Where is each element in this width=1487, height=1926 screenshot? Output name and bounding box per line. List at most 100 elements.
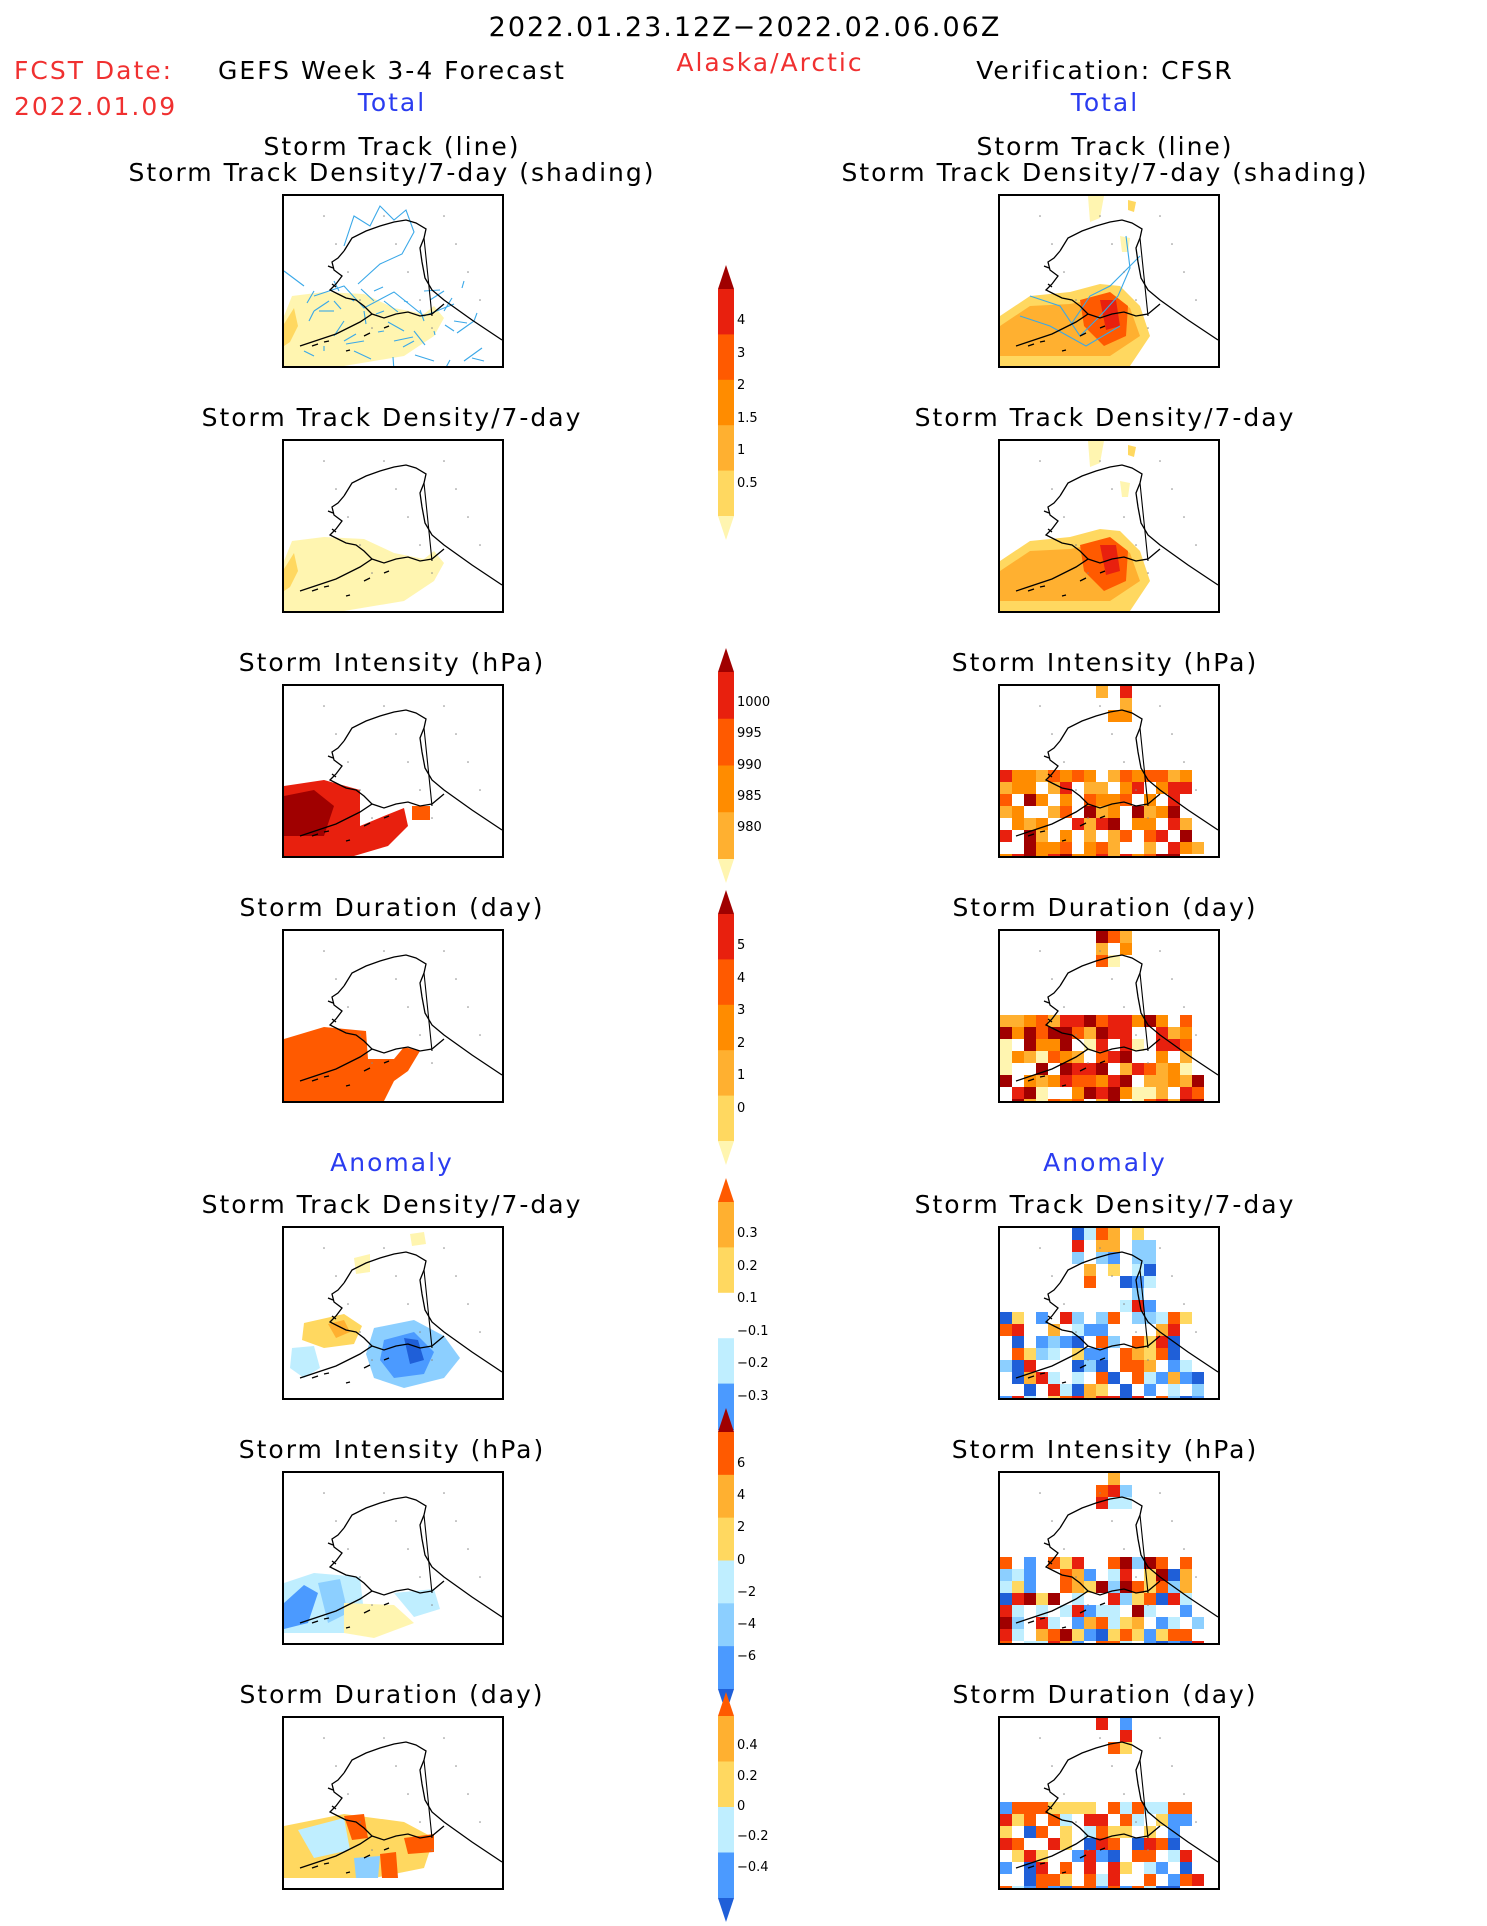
grid-dot — [455, 978, 457, 980]
shaded-cell — [1000, 1348, 1012, 1360]
shaded-cell — [1132, 1312, 1144, 1324]
shaded-cell — [1192, 1641, 1204, 1643]
grid-dot — [395, 1765, 397, 1767]
shaded-cell — [1120, 698, 1132, 710]
storm-track — [360, 288, 375, 302]
island — [363, 1609, 371, 1614]
grid-dot — [1123, 1548, 1125, 1550]
shaded-cell — [412, 806, 430, 820]
shaded-cell — [1180, 818, 1192, 830]
shaded-cell — [1096, 1874, 1108, 1886]
right-duration-title: Storm Duration (day) — [952, 893, 1258, 922]
shaded-cell — [1132, 1360, 1144, 1372]
shaded-cell — [1156, 1886, 1168, 1888]
grid-dot — [1159, 1247, 1161, 1249]
island — [331, 773, 337, 778]
grid-dot — [323, 1737, 325, 1739]
grid-dot — [467, 1548, 469, 1550]
shaded-cell — [1120, 1087, 1132, 1099]
shaded-cell — [1060, 1557, 1072, 1569]
grid-dot — [1195, 1034, 1197, 1036]
shaded-cell — [1156, 1814, 1168, 1826]
shaded-cell — [1000, 1886, 1012, 1888]
left-intensity-title: Storm Intensity (hPa) — [238, 648, 546, 677]
shaded-cell — [1012, 1051, 1024, 1063]
grid-dot — [1195, 789, 1197, 791]
shaded-cell — [1084, 806, 1096, 818]
shaded-cell — [1048, 1348, 1060, 1360]
shaded-cell — [1108, 1252, 1120, 1264]
shaded-cell — [1036, 842, 1048, 854]
colorbar-tick-label: 1000 — [737, 695, 771, 711]
shaded-cell — [1144, 830, 1156, 842]
shaded-cell — [1048, 1051, 1060, 1063]
colorbar-tick-label: 5 — [737, 938, 746, 954]
shaded-cell — [1084, 1874, 1096, 1886]
shaded-cell — [1120, 830, 1132, 842]
storm-track — [446, 359, 451, 366]
storm-track — [463, 347, 483, 362]
shaded-cell — [1096, 1581, 1108, 1593]
storm-track — [402, 340, 415, 348]
storm-track — [392, 356, 395, 366]
shaded-cell — [1060, 1605, 1072, 1617]
colorbar-segment — [718, 959, 734, 1006]
shaded-cell — [1120, 1862, 1132, 1874]
shaded-cell — [1096, 1886, 1108, 1888]
shaded-cell — [1192, 1099, 1204, 1101]
shaded-cell — [1024, 854, 1036, 856]
island — [1043, 1297, 1050, 1301]
grid-dot — [1111, 1765, 1113, 1767]
grid-dot — [1159, 705, 1161, 707]
colorbar-tick-label: −2 — [737, 1584, 757, 1600]
shaded-cell — [1000, 1396, 1012, 1398]
shaded-cell — [1108, 1276, 1120, 1288]
shaded-cell — [1072, 1075, 1084, 1087]
shaded-cell — [1084, 1605, 1096, 1617]
grid-dot — [1159, 460, 1161, 462]
map-right-density — [998, 439, 1220, 613]
shaded-cell — [1084, 1360, 1096, 1372]
island — [1027, 833, 1035, 837]
shaded-cell — [1120, 1015, 1132, 1027]
island — [363, 1067, 371, 1072]
shaded-cell — [1144, 854, 1156, 856]
shaded-cell — [1072, 1336, 1084, 1348]
shaded-cell — [1060, 830, 1072, 842]
shaded-cell — [1048, 1886, 1060, 1888]
shaded-cell — [1180, 1593, 1192, 1605]
shaded-cell — [1120, 1593, 1132, 1605]
island — [327, 1787, 334, 1791]
shaded-cell — [1096, 782, 1108, 794]
shaded-cell — [1096, 1027, 1108, 1039]
shaded-cell — [1024, 1886, 1036, 1888]
shaded-cell — [1060, 782, 1072, 794]
island — [1079, 332, 1087, 337]
grid-dot — [1171, 1765, 1173, 1767]
storm-track — [363, 310, 367, 325]
grid-dot — [1087, 572, 1089, 574]
island — [1043, 1542, 1050, 1546]
storm-track — [443, 297, 453, 312]
shaded-cell — [1024, 1015, 1036, 1027]
shaded-cell — [1132, 806, 1144, 818]
storm-track — [373, 286, 384, 292]
shaded-cell — [1084, 1276, 1096, 1288]
shaded-cell — [1024, 1312, 1036, 1324]
grid-dot — [443, 950, 445, 952]
shaded-cell — [1108, 818, 1120, 830]
shaded-cell — [1156, 1593, 1168, 1605]
border-line — [1139, 237, 1149, 317]
grid-dot — [1135, 789, 1137, 791]
colorbar-segment — [718, 1560, 734, 1604]
map-left-anom-density — [282, 1226, 504, 1400]
shaded-cell — [1180, 1372, 1192, 1384]
storm-track — [414, 354, 435, 362]
shaded-cell — [1000, 1593, 1012, 1605]
island — [383, 815, 390, 819]
shaded-cell — [1156, 1087, 1168, 1099]
shaded-cell — [1000, 1838, 1012, 1850]
colorbar-bottom-arrow — [718, 516, 734, 540]
shaded-cell — [1096, 1838, 1108, 1850]
colorbar-tick-label: 2 — [737, 378, 746, 394]
